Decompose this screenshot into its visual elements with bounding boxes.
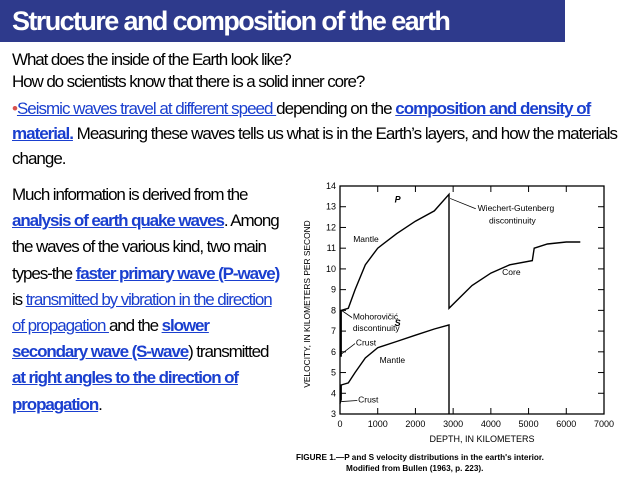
earthquake-analysis-link[interactable]: analysis of earth quake waves: [12, 211, 225, 231]
p-wave-link[interactable]: faster primary wave (P-wave): [75, 263, 281, 283]
plot-frame: [339, 185, 605, 415]
left-text-3: is: [12, 289, 26, 309]
y-tick-label: 6: [331, 347, 336, 357]
y-tick-label: 7: [331, 326, 336, 336]
right-angles-link[interactable]: at right angles to the direction of prop…: [12, 368, 239, 414]
left-text-4: and the: [108, 316, 162, 336]
y-tick-label: 13: [326, 202, 336, 212]
core-label: Core: [502, 267, 521, 277]
moho-leader: [341, 310, 353, 318]
y-tick-label: 12: [326, 222, 336, 232]
y-tick-label: 9: [331, 285, 336, 295]
velocity-chart: 3 4 5 6 7 8 9 10 11 12 13 14 0 1000 2000 3000 4000 5000 60…: [288, 176, 632, 474]
x-tick-label: 5000: [519, 419, 539, 429]
x-tick-label: 3000: [443, 419, 463, 429]
vibration-direction-link[interactable]: transmitted by vibration in the directio…: [12, 289, 273, 336]
figure-caption-line-2: Modified from Bullen (1963, p. 223).: [346, 464, 483, 473]
mantle-label-s: Mantle: [380, 355, 406, 365]
left-text-6: .: [98, 394, 103, 414]
velocity-chart-svg: 3 4 5 6 7 8 9 10 11 12 13 14 0 1000 2000 3000 4000 5000 60…: [296, 181, 614, 473]
y-tick-label: 5: [331, 368, 336, 378]
y-axis-label: VELOCITY, IN KILOMETERS PER SECOND: [302, 220, 312, 387]
mantle-label-p: Mantle: [353, 234, 379, 244]
question-1: What does the inside of the Earth look l…: [12, 50, 292, 69]
left-text-5: ) transmitted: [188, 342, 269, 362]
x-tick-label: 1000: [368, 419, 388, 429]
y-tick-label: 11: [327, 243, 336, 253]
waves-description: Much information is derived from the ana…: [12, 182, 284, 418]
y-tick-label: 3: [331, 409, 336, 419]
x-tick-label: 4000: [481, 419, 501, 429]
x-tick-label: 6000: [556, 419, 576, 429]
left-text-2: . Among the waves of the various kind, t…: [12, 211, 280, 283]
wiechert-gutenberg-label: Wiechert-Gutenberg: [478, 203, 555, 213]
s-wave-link[interactable]: slower secondary wave (S-wave: [12, 316, 210, 362]
y-tick-label: 10: [326, 264, 336, 274]
para-text-2: Measuring these waves tells us what is i…: [12, 124, 618, 168]
wiechert-gutenberg-sub: discontinuity: [489, 215, 537, 225]
intro-paragraph: •Seismic waves travel at different speed…: [12, 96, 624, 171]
y-tick-label: 4: [331, 388, 336, 398]
crust-label-lower: Crust: [358, 395, 379, 405]
question-2: How do scientists know that there is a s…: [12, 72, 365, 91]
series-p-line: [340, 192, 581, 357]
x-tick-label: 0: [337, 419, 342, 429]
y-tick-label: 14: [326, 181, 336, 191]
y-tick-label: 8: [331, 305, 336, 315]
para-text-1: depending on the: [276, 99, 396, 118]
figure-caption-line-1: FIGURE 1.—P and S velocity distributions…: [296, 453, 544, 462]
crust-leader-lower: [341, 400, 358, 402]
moho-sub: discontinuity: [353, 323, 401, 333]
moho-label: Mohorovičić: [353, 312, 399, 322]
bullet-marker: •: [12, 99, 18, 118]
x-axis-label: DEPTH, IN KILOMETERS: [429, 434, 534, 444]
x-tick-label: 2000: [405, 419, 425, 429]
series-s-line: [339, 323, 450, 414]
seismic-speed-link[interactable]: Seismic waves travel at different speed: [16, 99, 277, 118]
wiechert-leader: [449, 198, 476, 210]
s-series-label: S: [395, 318, 401, 328]
composition-density-link[interactable]: composition and density of material.: [12, 99, 591, 143]
p-series-label: P: [395, 195, 402, 205]
crust-leader-upper: [341, 343, 356, 355]
slide-title: Structure and composition of the earth: [0, 0, 565, 42]
x-tick-label: 7000: [594, 419, 614, 429]
left-text-1: Much information is derived from the: [12, 185, 248, 204]
crust-label-upper: Crust: [356, 338, 377, 348]
